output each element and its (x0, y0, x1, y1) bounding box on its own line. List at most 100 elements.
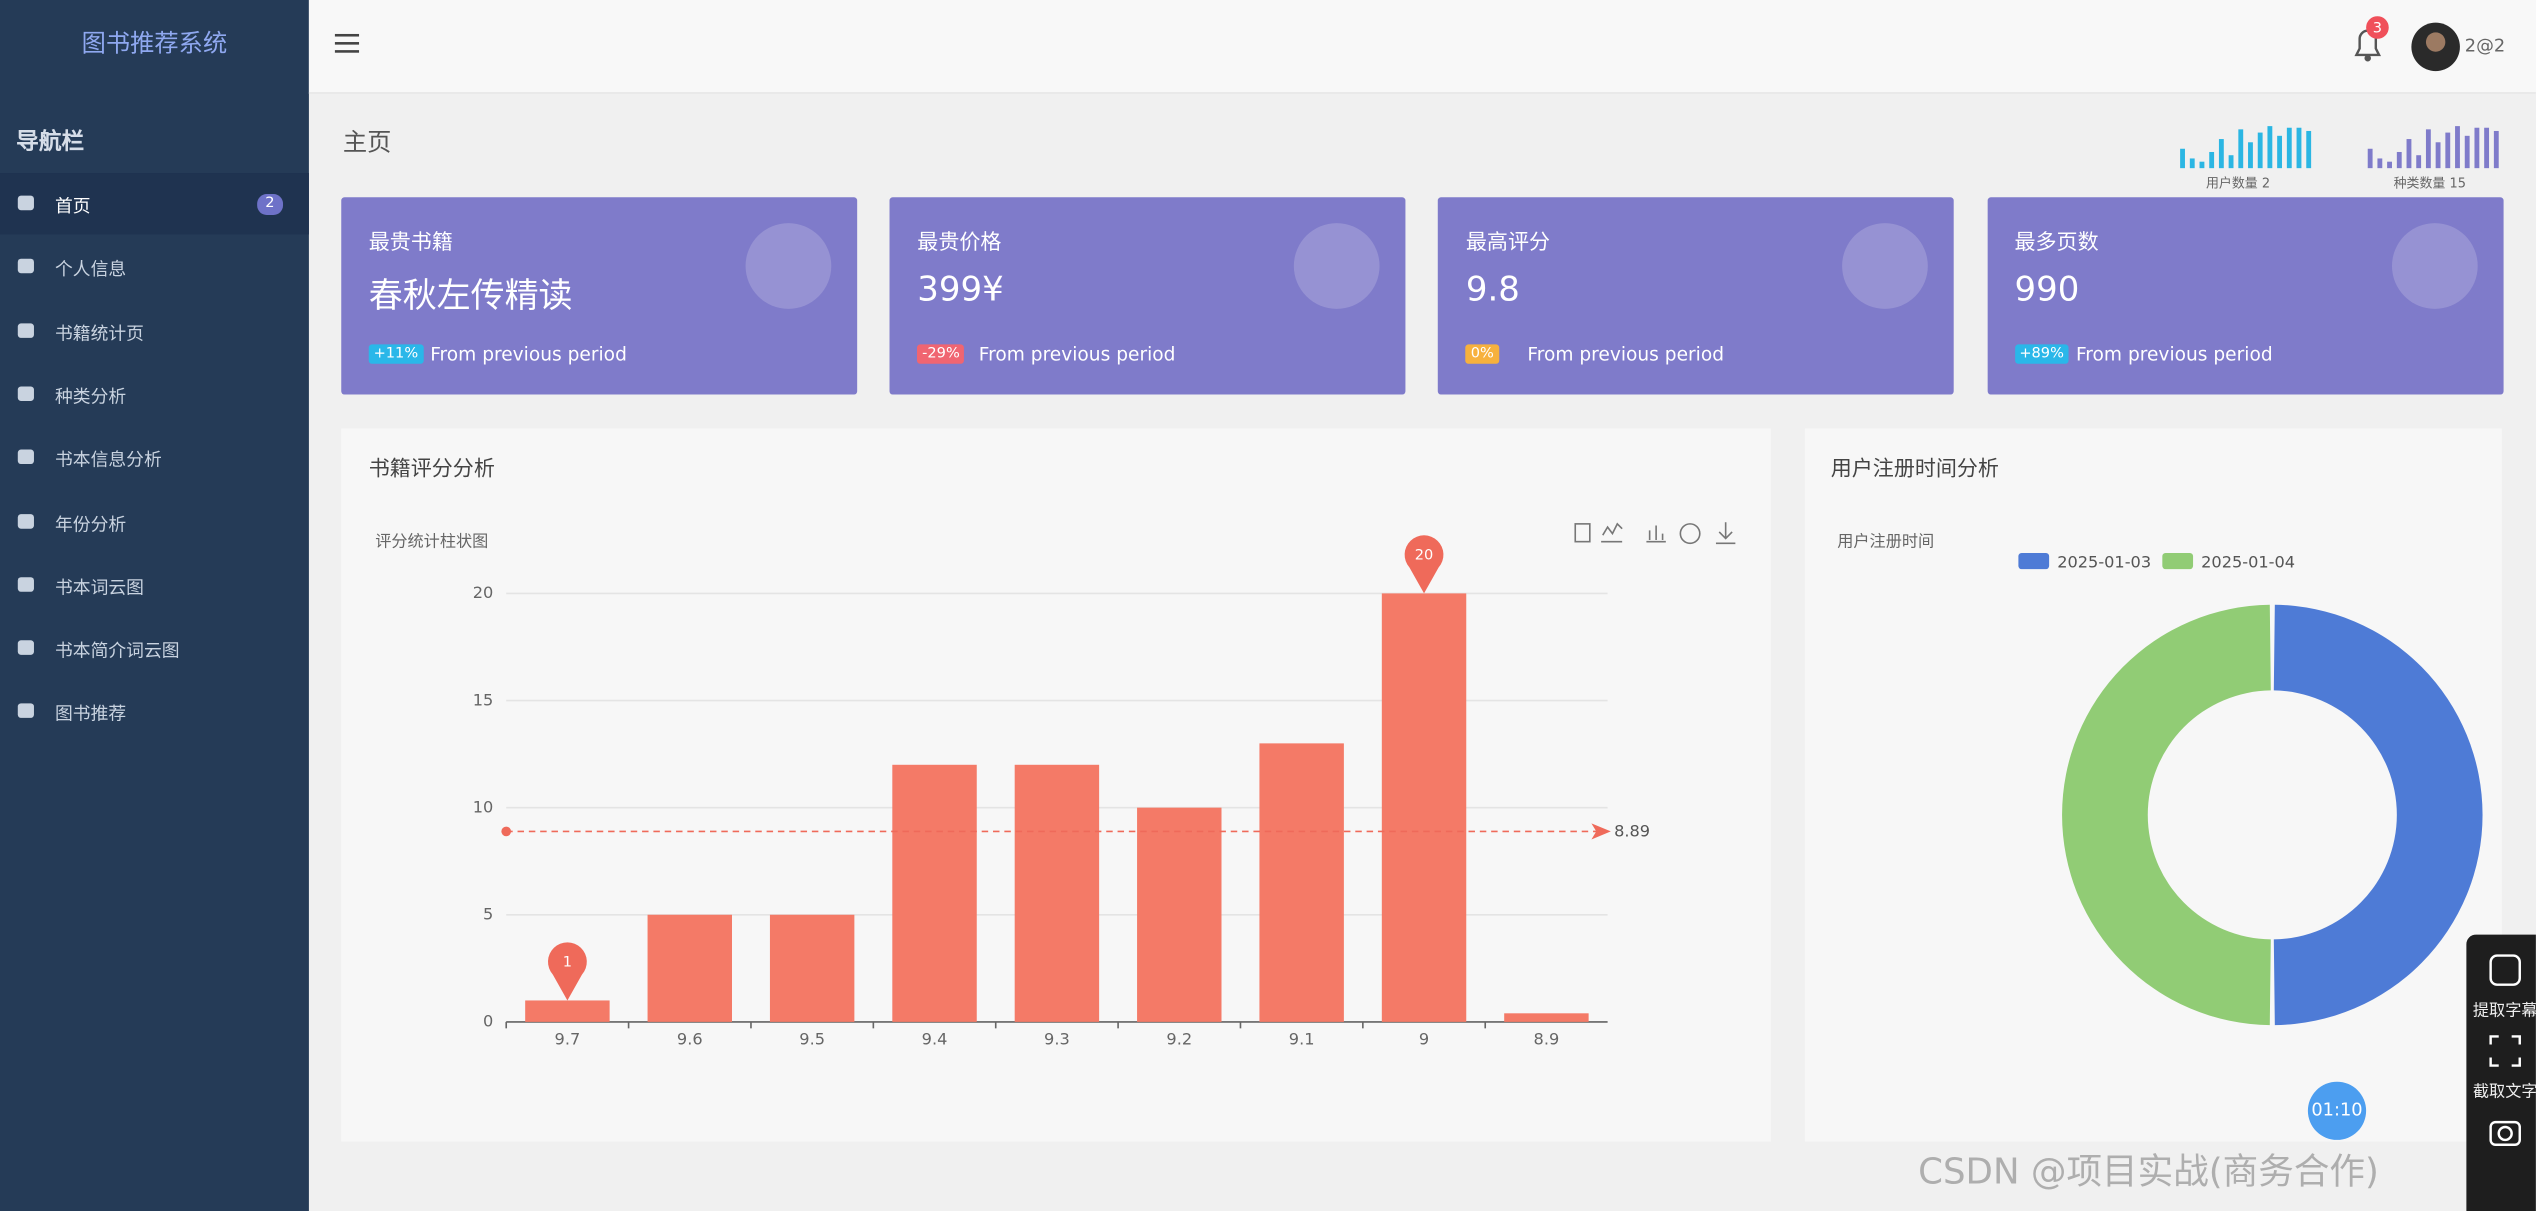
timer[interactable]: 01:10 (2307, 1081, 2367, 1140)
bar-chart: 书籍评分分析 评分统计柱状图 0 5 10 15 20 9.7 9.6 9.5 9.4 9.3 9.… (369, 455, 1736, 1049)
card-note: From previous period (430, 342, 627, 366)
stat-card: 最贵价格 399¥ -29% From previous period (889, 197, 1406, 395)
bar (1381, 593, 1467, 1022)
bar (1014, 764, 1100, 1022)
card-value: 9.8 (1465, 270, 1520, 309)
x-tick-label: 9.6 (677, 1030, 703, 1049)
bar (1137, 807, 1222, 1022)
card-title: 最贵价格 (917, 231, 1002, 256)
camera-icon[interactable] (2489, 1116, 2521, 1148)
nav-item[interactable]: 书籍统计页 (0, 300, 309, 361)
x-tick-label: 9.1 (1289, 1030, 1315, 1049)
nav-item[interactable]: 图书推荐 (0, 681, 309, 742)
brand[interactable]: 图书推荐系统 (81, 29, 228, 59)
card-note: From previous period (1527, 342, 1725, 366)
marker-pin (547, 942, 587, 1001)
nav-icon (17, 576, 34, 592)
card-change: -29% (917, 344, 965, 364)
nav-label: 图书推荐 (54, 703, 127, 726)
card-note: From previous period (2075, 342, 2273, 366)
nav-item[interactable]: 年份分析 (0, 491, 309, 552)
tool-label[interactable]: 截取文字 (2472, 1083, 2536, 1102)
sparklines (2180, 126, 2499, 169)
nav-icon (17, 322, 34, 338)
stat-card: 最多页数 990 +89% From previous period (1987, 197, 2503, 395)
average-start (501, 826, 512, 837)
tool-label[interactable]: 提取字幕 (2472, 1002, 2536, 1021)
legend-label: 2025-01-03 (2057, 553, 2151, 572)
stat-card: 最贵书籍 春秋左传精读 +11% From previous period (341, 197, 858, 395)
nav-item[interactable]: 书本简介词云图 (0, 618, 309, 679)
nav-item[interactable]: 个人信息 (0, 237, 309, 298)
nav-icon (17, 195, 34, 211)
bar (892, 764, 977, 1022)
legend-swatch (2018, 552, 2050, 570)
notification-bell[interactable]: 3 (2347, 16, 2396, 65)
x-tick-label: 9.4 (922, 1030, 948, 1049)
nav-icon (17, 640, 34, 655)
card-change: 0% (1465, 344, 1499, 364)
average-label: 8.89 (1614, 821, 1650, 840)
chart-subtitle: 评分统计柱状图 (375, 532, 488, 551)
nav-item[interactable]: 书本词云图 (0, 554, 309, 615)
donut-slice (2062, 604, 2271, 1026)
tool-icon[interactable] (2489, 1035, 2521, 1067)
bar (1504, 1013, 1589, 1022)
nav-label: 书籍统计页 (54, 322, 144, 344)
nav-label: 书本词云图 (54, 576, 144, 598)
watermark: CSDN @项目实战(商务合作) (1918, 1152, 2379, 1194)
y-tick-label: 20 (473, 583, 494, 602)
card-icon (1294, 223, 1380, 309)
chart-subtitle: 用户注册时间 (1837, 532, 1934, 551)
tool-icon[interactable] (2489, 954, 2521, 986)
nav-label: 种类分析 (54, 386, 127, 408)
card-note: From previous period (978, 342, 1176, 366)
nav-label: 年份分析 (54, 513, 127, 535)
chart-title: 用户注册时间分析 (1831, 455, 1999, 480)
nav-icon (17, 386, 34, 401)
nav-item[interactable]: 首页 2 (0, 173, 309, 235)
card-change: +89% (2014, 344, 2069, 364)
toolbox[interactable] (1574, 522, 1736, 545)
stat-card: 最高评分 9.8 0% From previous period (1438, 197, 1955, 395)
card-title: 最多页数 (2014, 231, 2099, 256)
breadcrumb: 主页 (342, 127, 392, 157)
marker-label: 1 (563, 954, 572, 971)
x-tick-label: 9.5 (799, 1030, 825, 1049)
card-value: 399¥ (917, 270, 1004, 309)
nav-label: 个人信息 (54, 259, 127, 281)
marker-pin (1404, 535, 1444, 594)
y-tick-label: 5 (483, 905, 493, 924)
donut-slice (2273, 604, 2483, 1026)
x-tick-label: 9.3 (1044, 1030, 1070, 1049)
mini-stat-label: 用户数量 2 (2205, 176, 2271, 191)
chart-title: 书籍评分分析 (369, 455, 495, 480)
x-tick-label: 9.7 (555, 1030, 581, 1049)
nav-icon (17, 259, 34, 274)
card-title: 最贵书籍 (368, 231, 453, 256)
nav-icon (17, 513, 34, 528)
average-arrow (1591, 823, 1611, 840)
x-tick-label: 8.9 (1534, 1030, 1560, 1049)
x-tick-label: 9.2 (1166, 1030, 1192, 1049)
notification-count: 3 (2373, 19, 2382, 36)
menu-button[interactable] (334, 32, 361, 55)
card-change: +11% (368, 344, 423, 364)
card-icon (745, 223, 832, 309)
y-tick-label: 0 (483, 1012, 493, 1031)
pie-chart-panel: 用户注册时间分析 用户注册时间 2025-01-03 2025-01-04 (1804, 428, 2502, 1142)
bar (647, 914, 732, 1022)
donut-chart: 用户注册时间分析 用户注册时间 2025-01-03 2025-01-04 (1831, 455, 2483, 1026)
user-name[interactable]: 2@2 (2464, 35, 2506, 57)
legend-label: 2025-01-04 (2201, 553, 2295, 572)
nav-item[interactable]: 种类分析 (0, 364, 309, 425)
bar (525, 1000, 610, 1022)
nav-label: 书本简介词云图 (54, 640, 180, 662)
nav-heading: 导航栏 (16, 129, 85, 156)
avatar[interactable] (2410, 21, 2462, 73)
legend-swatch (2162, 552, 2194, 570)
nav-item[interactable]: 书本信息分析 (0, 427, 309, 488)
y-tick-label: 10 (473, 797, 494, 816)
mini-stat-label: 种类数量 15 (2393, 176, 2466, 191)
